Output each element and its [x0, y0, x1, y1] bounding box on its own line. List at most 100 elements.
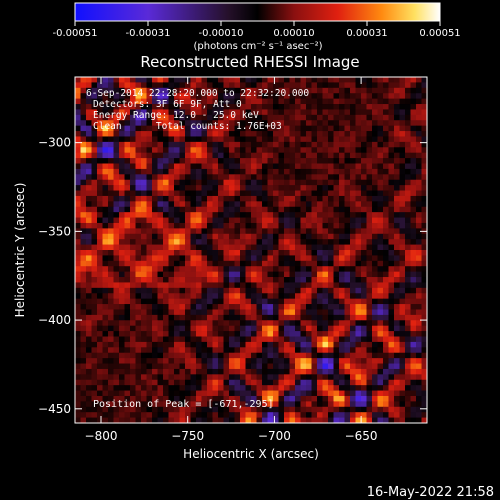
- image-pixel: [234, 82, 241, 89]
- image-pixel: [97, 320, 103, 326]
- image-pixel: [168, 98, 175, 105]
- image-pixel: [223, 390, 230, 397]
- image-pixel: [201, 304, 208, 310]
- image-pixel: [229, 195, 235, 202]
- image-pixel: [146, 136, 153, 143]
- image-pixel: [333, 412, 340, 418]
- image-pixel: [372, 325, 378, 332]
- image-pixel: [201, 87, 208, 94]
- image-pixel: [383, 147, 389, 153]
- image-pixel: [113, 341, 120, 348]
- image-pixel: [377, 152, 384, 159]
- image-pixel: [223, 93, 230, 99]
- image-pixel: [86, 352, 92, 359]
- image-pixel: [333, 325, 340, 332]
- image-pixel: [102, 131, 109, 137]
- image-pixel: [240, 379, 246, 386]
- image-pixel: [108, 179, 114, 186]
- image-pixel: [229, 379, 235, 386]
- image-pixel: [190, 385, 197, 391]
- image-pixel: [267, 168, 274, 175]
- image-pixel: [124, 244, 131, 251]
- image-pixel: [399, 341, 406, 348]
- image-pixel: [146, 87, 153, 94]
- image-pixel: [350, 293, 356, 299]
- image-pixel: [234, 114, 241, 121]
- image-pixel: [256, 271, 263, 278]
- image-pixel: [383, 168, 389, 175]
- image-pixel: [388, 217, 395, 224]
- image-pixel: [240, 222, 246, 229]
- image-pixel: [361, 141, 367, 148]
- image-pixel: [377, 379, 384, 386]
- image-pixel: [141, 406, 147, 413]
- image-pixel: [108, 266, 114, 272]
- image-pixel: [141, 82, 147, 89]
- image-pixel: [223, 336, 230, 343]
- image-pixel: [152, 255, 158, 262]
- image-pixel: [278, 93, 285, 99]
- image-pixel: [278, 250, 285, 256]
- image-pixel: [295, 222, 301, 229]
- image-pixel: [234, 152, 241, 159]
- image-pixel: [135, 255, 142, 262]
- image-pixel: [113, 147, 120, 153]
- image-pixel: [306, 109, 312, 116]
- image-pixel: [168, 174, 175, 181]
- image-pixel: [80, 190, 87, 197]
- image-pixel: [399, 93, 406, 99]
- image-pixel: [306, 260, 312, 267]
- image-pixel: [185, 341, 191, 348]
- image-pixel: [339, 379, 345, 386]
- image-pixel: [212, 147, 219, 153]
- image-pixel: [328, 260, 334, 267]
- image-pixel: [179, 222, 186, 229]
- image-pixel: [190, 277, 197, 283]
- image-pixel: [322, 120, 329, 126]
- image-pixel: [284, 174, 290, 181]
- image-pixel: [245, 320, 252, 326]
- image-pixel: [317, 77, 323, 83]
- image-pixel: [278, 131, 285, 137]
- image-pixel: [108, 239, 114, 245]
- image-pixel: [284, 195, 290, 202]
- image-pixel: [86, 104, 92, 110]
- image-pixel: [168, 206, 175, 213]
- image-pixel: [300, 212, 307, 218]
- image-pixel: [306, 379, 312, 386]
- image-pixel: [361, 98, 367, 105]
- image-pixel: [102, 320, 109, 326]
- image-pixel: [240, 98, 246, 105]
- image-pixel: [124, 179, 131, 186]
- image-pixel: [119, 244, 125, 251]
- image-pixel: [256, 185, 263, 191]
- image-pixel: [152, 77, 158, 83]
- image-pixel: [256, 147, 263, 153]
- image-pixel: [311, 331, 318, 337]
- image-pixel: [201, 309, 208, 316]
- image-pixel: [223, 331, 230, 337]
- image-pixel: [196, 417, 202, 423]
- image-pixel: [377, 385, 384, 391]
- image-pixel: [322, 104, 329, 110]
- image-pixel: [207, 228, 213, 235]
- image-pixel: [229, 206, 235, 213]
- image-pixel: [262, 152, 268, 159]
- image-pixel: [185, 304, 191, 310]
- image-pixel: [108, 309, 114, 316]
- image-pixel: [75, 293, 81, 299]
- image-pixel: [141, 368, 147, 375]
- image-pixel: [207, 401, 213, 408]
- image-pixel: [108, 174, 114, 181]
- image-pixel: [317, 309, 323, 316]
- image-pixel: [322, 379, 329, 386]
- image-pixel: [201, 82, 208, 89]
- image-pixel: [251, 255, 257, 262]
- image-pixel: [97, 417, 103, 423]
- image-pixel: [152, 395, 158, 402]
- image-pixel: [388, 233, 395, 240]
- image-pixel: [201, 277, 208, 283]
- image-pixel: [196, 341, 202, 348]
- image-pixel: [333, 120, 340, 126]
- image-pixel: [97, 390, 103, 397]
